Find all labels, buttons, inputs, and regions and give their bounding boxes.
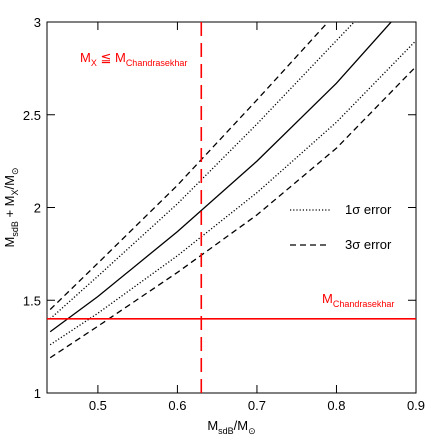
legend-label: 3σ error (345, 237, 392, 252)
text-part: M (80, 50, 91, 65)
curve (49, 66, 416, 359)
text-part: /M (234, 418, 248, 433)
subscript: X (91, 58, 97, 68)
text-part: M (207, 418, 218, 433)
y-tick-label: 1 (34, 386, 41, 401)
text-part: M (322, 291, 333, 306)
y-tick-label: 3 (34, 15, 41, 30)
subscript: sdB (10, 221, 20, 237)
text-part: + M (2, 196, 17, 222)
subscript: Chandrasekhar (333, 299, 395, 309)
subscript: ⊙ (10, 167, 20, 175)
x-axis-label: MsdB/M⊙ (207, 418, 255, 436)
subscript: ⊙ (248, 426, 256, 436)
x-tick-label: 0.7 (248, 398, 266, 413)
subscript: Chandrasekhar (126, 58, 188, 68)
text-part: M (2, 237, 17, 248)
reference-label: MX ≦ MChandrasekhar (80, 50, 187, 68)
subscript: X (10, 189, 20, 195)
x-tick-label: 0.5 (89, 398, 107, 413)
x-tick-label: 0.8 (327, 398, 345, 413)
curve (49, 22, 329, 310)
text-part: /M (2, 175, 17, 189)
y-tick-label: 2 (34, 201, 41, 216)
x-tick-label: 0.9 (407, 398, 425, 413)
y-axis-label: MsdB + MX/M⊙ (2, 167, 20, 247)
y-tick-label: 1.5 (23, 293, 41, 308)
curve (49, 22, 393, 333)
subscript: sdB (218, 426, 234, 436)
y-tick-label: 2.5 (23, 108, 41, 123)
curve (49, 22, 356, 320)
plot-area (47, 22, 416, 393)
x-tick-label: 0.6 (168, 398, 186, 413)
text-part: ≦ M (97, 50, 126, 65)
legend-label: 1σ error (345, 202, 392, 217)
reference-label: MChandrasekhar (322, 291, 394, 309)
